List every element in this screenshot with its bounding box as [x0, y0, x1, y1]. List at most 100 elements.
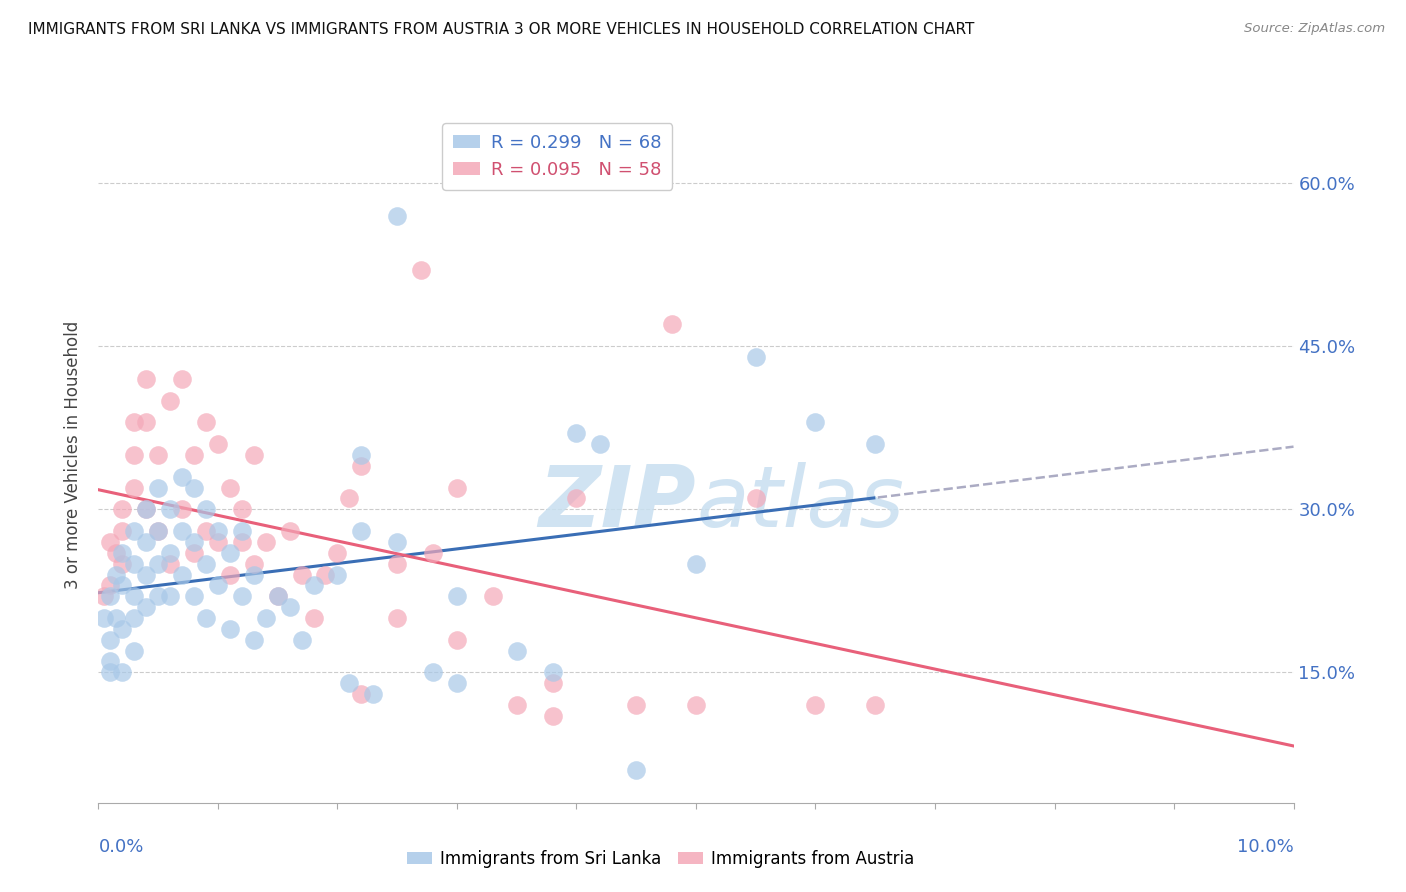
Point [124, 557, 146, 571]
Point [159, 393, 181, 408]
Point [804, 698, 827, 712]
Point [865, 698, 887, 712]
Point [148, 524, 170, 538]
Point [231, 534, 253, 549]
Point [111, 502, 134, 516]
Point [278, 524, 301, 538]
Point [207, 524, 229, 538]
Point [589, 437, 612, 451]
Point [207, 578, 229, 592]
Point [124, 611, 146, 625]
Point [339, 491, 360, 506]
Point [195, 557, 218, 571]
Point [326, 546, 349, 560]
Point [481, 589, 505, 603]
Point [385, 534, 409, 549]
Point [159, 589, 181, 603]
Point [661, 318, 683, 332]
Point [243, 557, 266, 571]
Point [111, 622, 134, 636]
Point [124, 415, 146, 429]
Point [267, 589, 290, 603]
Point [93, 611, 115, 625]
Legend: R = 0.299   N = 68, R = 0.095   N = 58: R = 0.299 N = 68, R = 0.095 N = 58 [441, 123, 672, 190]
Point [865, 437, 887, 451]
Point [111, 557, 134, 571]
Text: IMMIGRANTS FROM SRI LANKA VS IMMIGRANTS FROM AUSTRIA 3 OR MORE VEHICLES IN HOUSE: IMMIGRANTS FROM SRI LANKA VS IMMIGRANTS … [28, 22, 974, 37]
Point [446, 632, 468, 647]
Point [243, 632, 266, 647]
Point [172, 524, 194, 538]
Point [159, 557, 181, 571]
Point [541, 676, 564, 690]
Point [183, 546, 205, 560]
Point [135, 502, 157, 516]
Point [183, 481, 205, 495]
Point [111, 665, 134, 680]
Point [105, 546, 128, 560]
Point [195, 502, 218, 516]
Point [172, 567, 194, 582]
Y-axis label: 3 or more Vehicles in Household: 3 or more Vehicles in Household [65, 321, 83, 589]
Point [124, 589, 146, 603]
Point [350, 448, 373, 462]
Point [124, 524, 146, 538]
Point [411, 263, 433, 277]
Point [148, 481, 170, 495]
Point [541, 708, 564, 723]
Point [745, 350, 768, 364]
Point [422, 546, 444, 560]
Point [363, 687, 385, 701]
Point [124, 643, 146, 657]
Point [506, 643, 529, 657]
Point [207, 534, 229, 549]
Text: 10.0%: 10.0% [1237, 838, 1294, 856]
Point [100, 665, 122, 680]
Point [111, 524, 134, 538]
Point [105, 611, 128, 625]
Legend: Immigrants from Sri Lanka, Immigrants from Austria: Immigrants from Sri Lanka, Immigrants fr… [401, 844, 921, 875]
Point [385, 611, 409, 625]
Point [105, 567, 128, 582]
Point [254, 534, 277, 549]
Point [148, 524, 170, 538]
Point [626, 698, 648, 712]
Point [231, 589, 253, 603]
Point [804, 415, 827, 429]
Point [350, 524, 373, 538]
Point [219, 622, 242, 636]
Point [350, 458, 373, 473]
Point [159, 546, 181, 560]
Point [135, 534, 157, 549]
Point [267, 589, 290, 603]
Point [124, 481, 146, 495]
Text: atlas: atlas [696, 462, 904, 545]
Point [385, 557, 409, 571]
Point [446, 676, 468, 690]
Point [148, 557, 170, 571]
Point [183, 448, 205, 462]
Point [135, 600, 157, 615]
Point [302, 578, 325, 592]
Point [302, 611, 325, 625]
Point [243, 567, 266, 582]
Point [219, 567, 242, 582]
Point [93, 589, 115, 603]
Text: ZIP: ZIP [538, 462, 696, 545]
Point [685, 698, 707, 712]
Point [565, 491, 588, 506]
Point [100, 534, 122, 549]
Point [326, 567, 349, 582]
Point [195, 524, 218, 538]
Point [124, 448, 146, 462]
Point [183, 534, 205, 549]
Text: 0.0%: 0.0% [98, 838, 143, 856]
Point [172, 372, 194, 386]
Point [685, 557, 707, 571]
Point [207, 437, 229, 451]
Point [254, 611, 277, 625]
Point [148, 589, 170, 603]
Point [565, 426, 588, 441]
Point [626, 763, 648, 777]
Point [745, 491, 768, 506]
